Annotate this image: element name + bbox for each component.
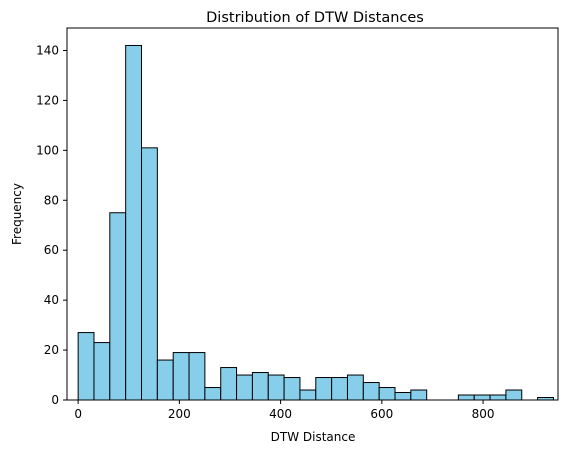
histogram-bar	[394, 392, 412, 401]
histogram-bar	[267, 374, 285, 401]
histogram-bar	[362, 382, 380, 401]
chart-title: Distribution of DTW Distances	[206, 10, 424, 26]
y-tick-label: 60	[44, 243, 59, 257]
plot-frame	[66, 27, 559, 401]
histogram-bar	[93, 342, 111, 401]
bars-group	[77, 44, 554, 401]
histogram-bar	[141, 147, 158, 401]
histogram-bar	[410, 389, 428, 401]
x-axis-label: DTW Distance	[271, 430, 356, 444]
histogram-bar	[172, 352, 190, 401]
histogram-bar	[204, 387, 222, 401]
histogram-bar	[457, 394, 475, 401]
histogram-bar	[346, 374, 364, 401]
y-axis-ticks: 0 20 40 60 80 100 120 140	[36, 43, 67, 407]
histogram-bar	[489, 394, 507, 401]
histogram-bar	[125, 44, 143, 401]
y-tick-label: 20	[44, 343, 59, 357]
x-tick-label: 600	[370, 407, 393, 421]
histogram-bar	[378, 387, 396, 401]
x-axis-ticks: 0 200 400 600 800	[74, 400, 495, 421]
histogram-bar	[251, 372, 269, 401]
y-tick-label: 140	[36, 43, 59, 57]
y-tick-label: 0	[51, 393, 59, 407]
histogram-bar	[315, 377, 333, 401]
x-tick-label: 0	[74, 407, 82, 421]
x-tick-label: 800	[472, 407, 495, 421]
y-axis-label: Frequency	[10, 183, 24, 245]
histogram-bar	[109, 212, 127, 401]
histogram-bar	[156, 359, 174, 401]
y-tick-label: 40	[44, 293, 59, 307]
histogram-bar	[283, 377, 301, 401]
histogram-bar	[77, 332, 95, 401]
histogram-bar	[331, 377, 348, 401]
y-tick-label: 120	[36, 93, 59, 107]
histogram-bar	[505, 389, 523, 401]
x-tick-label: 200	[168, 407, 191, 421]
x-tick-label: 400	[269, 407, 292, 421]
histogram-bar	[236, 374, 253, 401]
histogram-bar	[188, 352, 206, 401]
histogram-bar	[473, 394, 491, 401]
histogram-bar	[220, 367, 238, 401]
y-tick-label: 100	[36, 143, 59, 157]
y-tick-label: 80	[44, 193, 59, 207]
histogram-bar	[299, 389, 317, 401]
